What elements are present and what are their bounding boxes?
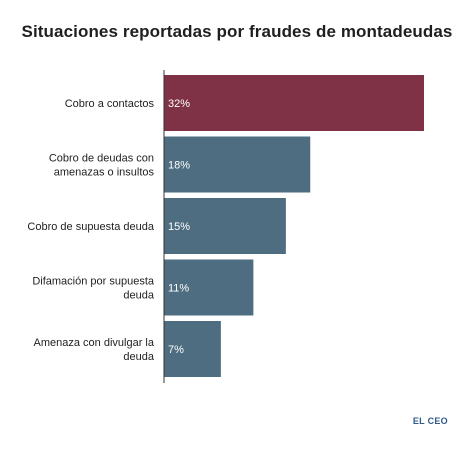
bar-2 (164, 136, 311, 193)
category-label-line: deuda (123, 351, 154, 363)
chart-title: Situaciones reportadas por fraudes de mo… (21, 22, 453, 41)
category-label-line: amenazas o insultos (54, 167, 155, 179)
source-label: EL CEO (412, 416, 448, 426)
value-label-5: 7% (168, 344, 184, 356)
category-label-5: Amenaza con divulgar la deuda (34, 337, 155, 363)
category-label-line: Cobro a contactos (65, 98, 155, 110)
category-label-line: Amenaza con divulgar la (34, 337, 155, 349)
bar-5 (164, 321, 221, 377)
bar-3 (164, 198, 286, 254)
category-label-2: Cobro de deudas con amenazas o insultos (49, 153, 155, 179)
category-label-line: Difamación por supuesta (32, 276, 155, 288)
bar-4 (164, 259, 254, 316)
bar-1 (164, 75, 424, 131)
value-label-3: 15% (168, 221, 190, 233)
category-label-1: Cobro a contactos (65, 98, 155, 110)
category-label-4: Difamación por supuesta deuda (32, 276, 155, 302)
category-label-line: deuda (123, 290, 154, 302)
category-label-line: Cobro de deudas con (49, 153, 154, 165)
category-label-line: Cobro de supuesta deuda (27, 221, 154, 233)
value-label-1: 32% (168, 98, 190, 110)
value-label-4: 11% (168, 283, 189, 295)
category-label-3: Cobro de supuesta deuda (27, 221, 154, 233)
value-label-2: 18% (168, 160, 190, 172)
